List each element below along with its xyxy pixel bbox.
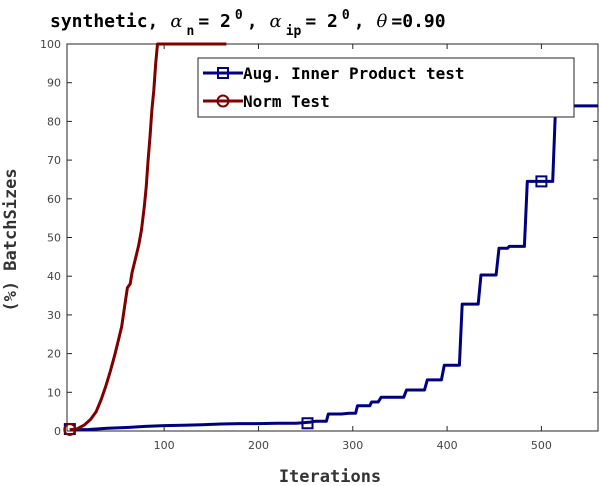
svg-text:synthetic, α n: synthetic, α n = 2 0 , α ip = 2 0 , θ =0… (50, 6, 446, 39)
series-marker-norm-test (63, 422, 77, 436)
y-tick-label: 80 (47, 115, 61, 128)
title-alpha-n-exponent: 0 (235, 8, 243, 23)
legend-swatch-inner-product-marker (217, 67, 229, 79)
title-alpha-ip-subscript: ip (286, 24, 302, 39)
series-marker-aug-inner-product-test (535, 175, 548, 188)
y-tick-label: 50 (47, 232, 61, 245)
series-line-norm-test (69, 42, 227, 432)
legend-box (197, 57, 575, 118)
title-separator: , (247, 11, 258, 32)
series-layer (69, 42, 598, 432)
title-alpha-n-subscript: n (187, 24, 195, 39)
axis-ticks: 0 10 20 30 40 50 60 70 80 90 100 100 200 300 400 500 (40, 38, 598, 452)
legend-swatch-norm-marker (216, 94, 230, 108)
x-tick-label: 400 (437, 439, 458, 452)
title-alpha-n-equals: = 2 (198, 11, 231, 32)
y-tick-label: 90 (47, 77, 61, 90)
series-line-aug-inner-product-test (69, 104, 598, 432)
series-marker-aug-inner-product-test (301, 417, 314, 430)
markers-layer (63, 175, 548, 436)
x-tick-label: 100 (154, 439, 175, 452)
title-alpha-symbol-2: α (270, 11, 282, 32)
title-prefix: synthetic, (50, 11, 158, 32)
title-alpha-symbol: α (170, 11, 182, 32)
y-tick-label: 10 (47, 386, 61, 399)
y-tick-label: 30 (47, 309, 61, 322)
y-tick-label: 60 (47, 193, 61, 206)
legend-label-norm: Norm Test (243, 92, 330, 111)
chart-title: synthetic, α n = 2 0 , α ip = 2 0 , θ =0… (50, 6, 446, 39)
legend-label-inner-product: Aug. Inner Product test (243, 64, 465, 83)
y-tick-label: 70 (47, 154, 61, 167)
y-tick-label: 0 (54, 425, 61, 438)
x-tick-label: 200 (248, 439, 269, 452)
x-axis-label: Iterations (279, 467, 381, 486)
x-tick-label: 300 (342, 439, 363, 452)
title-theta-value: =0.90 (391, 11, 445, 32)
y-tick-label: 100 (40, 38, 61, 51)
y-tick-label: 20 (47, 348, 61, 361)
title-separator-2: , (354, 11, 365, 32)
title-alpha-ip-equals: = 2 (305, 11, 338, 32)
x-tick-label: 500 (531, 439, 552, 452)
y-tick-label: 40 (47, 270, 61, 283)
title-theta-symbol: θ (377, 11, 388, 32)
y-axis-label: (%) BatchSizes (1, 168, 21, 311)
title-alpha-ip-exponent: 0 (342, 8, 350, 23)
legend: Aug. Inner Product test Norm Test (197, 57, 575, 118)
